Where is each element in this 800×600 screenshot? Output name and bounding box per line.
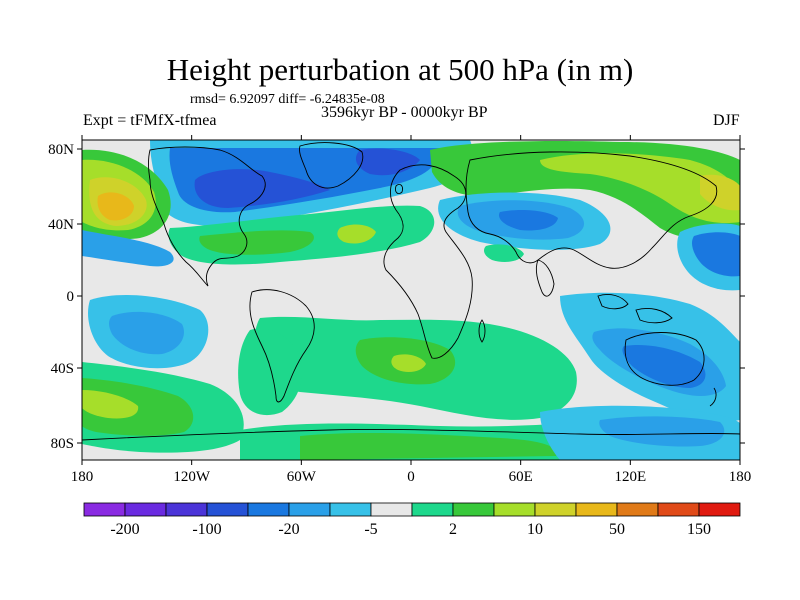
contour-pacific-orange — [97, 192, 134, 221]
contour-atlantic-yg — [337, 224, 376, 244]
colorbar-swatch — [616, 502, 659, 517]
colorbar-swatch — [411, 502, 454, 517]
lon-label: 120E — [614, 469, 646, 485]
colorbar-swatch — [657, 502, 700, 517]
colorbar-label: -200 — [110, 521, 139, 538]
colorbar-label: 50 — [609, 521, 625, 538]
lat-label: 80S — [51, 436, 74, 452]
latitude-axis: 80N 40N 0 40S 80S — [48, 142, 745, 452]
period-label: 3596kyr BP - 0000kyr BP — [321, 104, 488, 121]
lat-label: 40N — [48, 217, 74, 233]
colorbar-label: 10 — [527, 521, 543, 538]
colorbar-swatch — [83, 502, 126, 517]
lon-label: 120W — [173, 469, 211, 485]
colorbar-swatch — [288, 502, 331, 517]
contour-tpac-blue — [109, 311, 184, 355]
contour-nh-blue-dark — [194, 169, 330, 208]
colorbar-swatch — [575, 502, 618, 517]
colorbar-swatch — [247, 502, 290, 517]
colorbar-label: 150 — [687, 521, 711, 538]
colorbar-label: 2 — [449, 521, 457, 538]
contour-sh-yg — [391, 354, 426, 372]
lon-label: 0 — [407, 469, 415, 485]
contour-casia-dark — [498, 210, 558, 231]
contour-sh-high-green-2 — [300, 432, 557, 460]
contour-spac-yg — [82, 390, 139, 419]
colorbar: -200 -100 -20 -5 2 10 50 150 — [83, 502, 741, 538]
contour-wpacific-blue — [692, 232, 740, 277]
contour-atlantic-green-2 — [199, 230, 314, 255]
colorbar-label: -100 — [192, 521, 221, 538]
colorbar-swatch — [206, 502, 249, 517]
lon-label: 180 — [71, 469, 94, 485]
lon-label: 60E — [509, 469, 533, 485]
longitude-axis: 180 120W 60W 0 60E 120E 180 — [71, 135, 752, 485]
lat-label: 0 — [67, 289, 75, 305]
contour-tind-dark — [622, 344, 706, 388]
experiment-label: Expt = tFMfX-tfmea — [83, 112, 217, 129]
lat-label: 40S — [51, 361, 74, 377]
stats-text: rmsd= 6.92097 diff= -6.24835e-08 — [190, 92, 385, 107]
contour-antarctic-blue — [599, 416, 725, 447]
colorbar-swatch — [452, 502, 495, 517]
coastlines — [82, 142, 740, 441]
lat-label: 80N — [48, 142, 74, 158]
contour-eurasia-yellow — [700, 174, 740, 211]
contour-ne-pacific — [82, 230, 174, 267]
colorbar-label: -20 — [278, 521, 299, 538]
colorbar-label: -5 — [364, 521, 377, 538]
colorbar-swatch — [165, 502, 208, 517]
contour-samer-green — [238, 328, 302, 416]
plot-title: Height perturbation at 500 hPa (in m) — [166, 52, 634, 87]
colorbar-swatch — [493, 502, 536, 517]
colorbar-swatch — [698, 502, 741, 517]
colorbar-swatch — [329, 502, 372, 517]
lon-label: 60W — [287, 469, 317, 485]
contour-field — [82, 140, 740, 460]
lon-label: 180 — [729, 469, 752, 485]
colorbar-swatch — [534, 502, 577, 517]
colorbar-swatch — [370, 502, 413, 517]
colorbar-swatch — [124, 502, 167, 517]
season-label: DJF — [713, 112, 740, 129]
